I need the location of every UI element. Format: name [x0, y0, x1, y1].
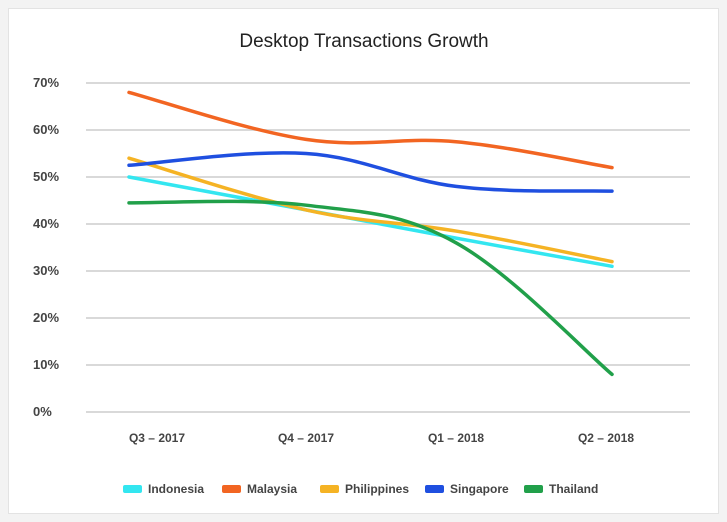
x-tick-label: Q1 – 2018 [428, 431, 484, 445]
legend-label-philippines: Philippines [345, 482, 409, 496]
series-line-indonesia [127, 175, 614, 269]
x-tick-label: Q4 – 2017 [278, 431, 334, 445]
series-line-malaysia [127, 90, 614, 170]
legend-swatch-thailand [524, 485, 543, 493]
y-tick-label: 10% [33, 357, 59, 372]
y-tick-label: 40% [33, 216, 59, 231]
chart-title: Desktop Transactions Growth [239, 31, 488, 52]
legend-label-thailand: Thailand [549, 482, 598, 496]
y-tick-label: 20% [33, 310, 59, 325]
legend-label-malaysia: Malaysia [247, 482, 297, 496]
series-line-singapore [127, 151, 614, 193]
series-line-thailand [127, 199, 614, 377]
x-axis-ticks: Q3 – 2017 Q4 – 2017 Q1 – 2018 Q2 – 2018 [129, 431, 634, 445]
y-axis-ticks: 0% 10% 20% 30% 40% 50% 60% 70% [33, 75, 59, 419]
y-tick-label: 30% [33, 263, 59, 278]
y-tick-label: 70% [33, 75, 59, 90]
legend-swatch-indonesia [123, 485, 142, 493]
x-tick-label: Q3 – 2017 [129, 431, 185, 445]
y-tick-label: 0% [33, 404, 52, 419]
legend-swatch-philippines [320, 485, 339, 493]
legend: Indonesia Malaysia Philippines Singapore Tha… [123, 482, 598, 496]
legend-swatch-malaysia [222, 485, 241, 493]
y-tick-label: 50% [33, 169, 59, 184]
legend-label-singapore: Singapore [450, 482, 509, 496]
y-tick-label: 60% [33, 122, 59, 137]
x-tick-label: Q2 – 2018 [578, 431, 634, 445]
legend-label-indonesia: Indonesia [148, 482, 204, 496]
series-lines [127, 90, 614, 377]
legend-swatch-singapore [425, 485, 444, 493]
series-line-philippines [127, 156, 614, 264]
